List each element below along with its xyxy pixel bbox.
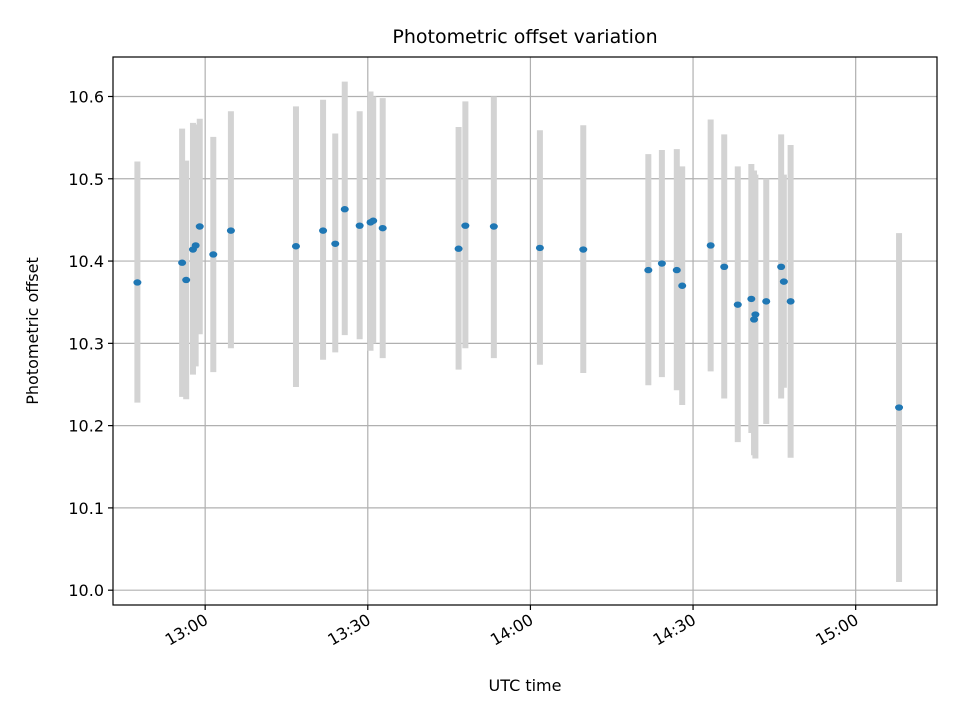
data-point [657, 260, 666, 267]
data-point [191, 242, 200, 249]
data-point [178, 259, 187, 266]
x-axis-label: UTC time [489, 676, 562, 695]
data-point [195, 223, 204, 230]
y-tick-label: 10.2 [68, 417, 104, 436]
data-point [747, 295, 756, 303]
data-point [369, 217, 378, 224]
y-axis-ticks: 10.0 10.1 10.2 10.3 10.4 10.5 10.6 [68, 87, 113, 600]
data-point [579, 246, 588, 253]
data-point [535, 244, 544, 252]
data-point [209, 251, 218, 258]
y-tick-label: 10.6 [68, 87, 104, 106]
data-point [355, 222, 364, 229]
y-tick-label: 10.1 [68, 499, 104, 518]
y-tick-label: 10.3 [68, 334, 104, 353]
data-point [489, 223, 498, 230]
data-points [133, 206, 904, 411]
data-point [378, 224, 387, 232]
data-point [762, 298, 771, 305]
data-point [340, 206, 349, 213]
data-point [672, 266, 681, 274]
data-point [750, 316, 759, 323]
data-point [751, 311, 760, 318]
data-point [779, 278, 788, 285]
grid-lines [113, 57, 937, 605]
y-tick-label: 10.0 [68, 581, 104, 600]
data-point [454, 245, 463, 252]
data-point [733, 301, 742, 308]
plot-area-frame [112, 56, 938, 606]
data-point [319, 227, 328, 234]
data-point [133, 279, 142, 286]
data-point [678, 282, 687, 289]
chart-title: Photometric offset variation [392, 26, 657, 48]
data-point [706, 242, 715, 249]
data-point [786, 298, 795, 305]
data-point [895, 404, 904, 411]
data-point [461, 222, 470, 229]
data-point [644, 266, 653, 274]
data-point [331, 240, 340, 247]
y-tick-label: 10.4 [68, 252, 104, 271]
data-point [226, 227, 235, 234]
data-point [291, 243, 300, 250]
data-point [182, 276, 191, 284]
data-point [720, 263, 729, 271]
y-tick-label: 10.5 [68, 170, 104, 189]
y-axis-label: Photometric offset [23, 257, 42, 405]
data-point [777, 263, 786, 271]
